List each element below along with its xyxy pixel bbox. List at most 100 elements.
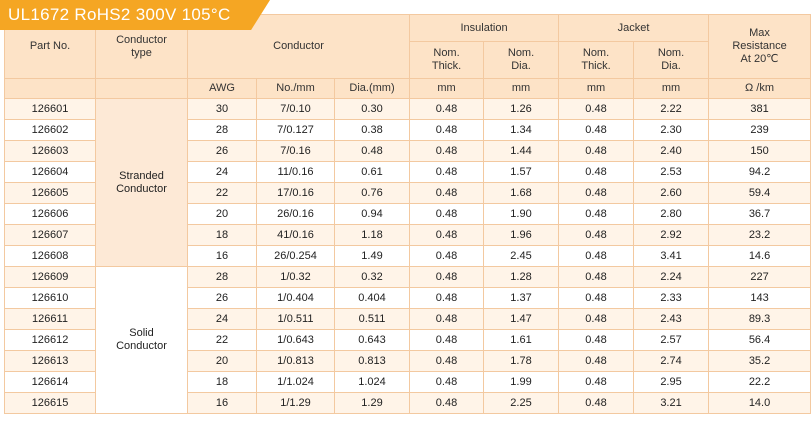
- conductor-dia-cell: 0.404: [333, 287, 411, 309]
- unit-dia-mm: Dia.(mm): [333, 78, 411, 99]
- strand-cell: 1/0.643: [256, 329, 335, 351]
- awg-cell: 16: [187, 245, 257, 267]
- jacket-dia-cell: 3.41: [633, 245, 710, 267]
- jacket-thick-cell: 0.48: [558, 266, 635, 288]
- part-no-cell: 126609: [4, 266, 96, 288]
- table-row: 126614 18 1/1.024 1.024 0.48 1.99 0.48 2.95 22.2: [4, 371, 811, 393]
- conductor-dia-cell: 0.813: [333, 350, 411, 372]
- unit-ohm-km: Ω /km: [708, 78, 811, 99]
- awg-cell: 22: [187, 329, 257, 351]
- header-jacket-dia: Nom. Dia.: [633, 41, 710, 79]
- strand-cell: 7/0.10: [256, 98, 335, 120]
- part-no-cell: 126613: [4, 350, 96, 372]
- part-no-cell: 126608: [4, 245, 96, 267]
- part-no-cell: 126604: [4, 161, 96, 183]
- header-jacket-thick: Nom. Thick.: [558, 41, 635, 79]
- strand-cell: 1/0.813: [256, 350, 335, 372]
- unit-mm: mm: [558, 78, 635, 99]
- part-no-cell: 126611: [4, 308, 96, 330]
- insulation-dia-cell: 2.45: [483, 245, 560, 267]
- insulation-thick-cell: 0.48: [409, 287, 485, 309]
- insulation-thick-cell: 0.48: [409, 308, 485, 330]
- insulation-thick-cell: 0.48: [409, 98, 485, 120]
- resistance-cell: 22.2: [708, 371, 811, 393]
- table-row: 126606 20 26/0.16 0.94 0.48 1.90 0.48 2.80 36.7: [4, 203, 811, 225]
- insulation-dia-cell: 1.37: [483, 287, 560, 309]
- awg-cell: 22: [187, 182, 257, 204]
- table-row: 126602 28 7/0.127 0.38 0.48 1.34 0.48 2.30 239: [4, 119, 811, 141]
- awg-cell: 24: [187, 308, 257, 330]
- jacket-thick-cell: 0.48: [558, 224, 635, 246]
- jacket-thick-cell: 0.48: [558, 182, 635, 204]
- jacket-thick-cell: 0.48: [558, 350, 635, 372]
- jacket-dia-cell: 2.92: [633, 224, 710, 246]
- insulation-dia-cell: 1.78: [483, 350, 560, 372]
- header-insulation-thick: Nom. Thick.: [409, 41, 485, 79]
- jacket-dia-cell: 2.43: [633, 308, 710, 330]
- conductor-dia-cell: 0.94: [333, 203, 411, 225]
- table-row: 126612 22 1/0.643 0.643 0.48 1.61 0.48 2.57 56.4: [4, 329, 811, 351]
- insulation-thick-cell: 0.48: [409, 371, 485, 393]
- jacket-thick-cell: 0.48: [558, 392, 635, 414]
- insulation-thick-cell: 0.48: [409, 392, 485, 414]
- part-no-cell: 126614: [4, 371, 96, 393]
- part-no-cell: 126606: [4, 203, 96, 225]
- jacket-thick-cell: 0.48: [558, 329, 635, 351]
- header-insulation-dia: Nom. Dia.: [483, 41, 560, 79]
- awg-cell: 30: [187, 98, 257, 120]
- awg-cell: 26: [187, 140, 257, 162]
- insulation-dia-cell: 1.28: [483, 266, 560, 288]
- awg-cell: 28: [187, 119, 257, 141]
- jacket-thick-cell: 0.48: [558, 161, 635, 183]
- insulation-thick-cell: 0.48: [409, 245, 485, 267]
- insulation-thick-cell: 0.48: [409, 266, 485, 288]
- jacket-thick-cell: 0.48: [558, 203, 635, 225]
- awg-cell: 16: [187, 392, 257, 414]
- resistance-cell: 59.4: [708, 182, 811, 204]
- insulation-dia-cell: 1.99: [483, 371, 560, 393]
- insulation-dia-cell: 1.90: [483, 203, 560, 225]
- conductor-dia-cell: 0.32: [333, 266, 411, 288]
- jacket-thick-cell: 0.48: [558, 98, 635, 120]
- jacket-thick-cell: 0.48: [558, 140, 635, 162]
- table-row: 126613 20 1/0.813 0.813 0.48 1.78 0.48 2.74 35.2: [4, 350, 811, 372]
- part-no-cell: 126602: [4, 119, 96, 141]
- resistance-cell: 36.7: [708, 203, 811, 225]
- part-no-cell: 126612: [4, 329, 96, 351]
- table-row: 126615 16 1/1.29 1.29 0.48 2.25 0.48 3.21 14.0: [4, 392, 811, 414]
- insulation-dia-cell: 1.26: [483, 98, 560, 120]
- insulation-thick-cell: 0.48: [409, 140, 485, 162]
- conductor-dia-cell: 1.49: [333, 245, 411, 267]
- jacket-dia-cell: 2.74: [633, 350, 710, 372]
- table-row: 126604 24 11/0.16 0.61 0.48 1.57 0.48 2.53 94.2: [4, 161, 811, 183]
- strand-cell: 26/0.16: [256, 203, 335, 225]
- part-no-cell: 126607: [4, 224, 96, 246]
- insulation-dia-cell: 1.96: [483, 224, 560, 246]
- insulation-dia-cell: 1.68: [483, 182, 560, 204]
- resistance-cell: 381: [708, 98, 811, 120]
- conductor-type-stranded: Stranded Conductor: [95, 98, 188, 267]
- unit-mm: mm: [483, 78, 560, 99]
- resistance-cell: 239: [708, 119, 811, 141]
- awg-cell: 26: [187, 287, 257, 309]
- table-row: 126610 26 1/0.404 0.404 0.48 1.37 0.48 2.33 143: [4, 287, 811, 309]
- resistance-cell: 14.0: [708, 392, 811, 414]
- jacket-thick-cell: 0.48: [558, 245, 635, 267]
- insulation-thick-cell: 0.48: [409, 224, 485, 246]
- conductor-dia-cell: 0.48: [333, 140, 411, 162]
- insulation-dia-cell: 1.57: [483, 161, 560, 183]
- table-row: 126607 18 41/0.16 1.18 0.48 1.96 0.48 2.92 23.2: [4, 224, 811, 246]
- unit-mm: mm: [633, 78, 710, 99]
- jacket-dia-cell: 2.60: [633, 182, 710, 204]
- awg-cell: 18: [187, 224, 257, 246]
- table-row: 126605 22 17/0.16 0.76 0.48 1.68 0.48 2.60 59.4: [4, 182, 811, 204]
- table-row: 126608 16 26/0.254 1.49 0.48 2.45 0.48 3.41 14.6: [4, 245, 811, 267]
- conductor-dia-cell: 0.511: [333, 308, 411, 330]
- jacket-dia-cell: 2.30: [633, 119, 710, 141]
- conductor-dia-cell: 1.29: [333, 392, 411, 414]
- insulation-thick-cell: 0.48: [409, 350, 485, 372]
- table-row: 126601 Stranded Conductor 30 7/0.10 0.30 0.48 1…: [4, 98, 811, 267]
- jacket-dia-cell: 2.80: [633, 203, 710, 225]
- header-jacket: Jacket: [558, 14, 710, 42]
- jacket-dia-cell: 2.95: [633, 371, 710, 393]
